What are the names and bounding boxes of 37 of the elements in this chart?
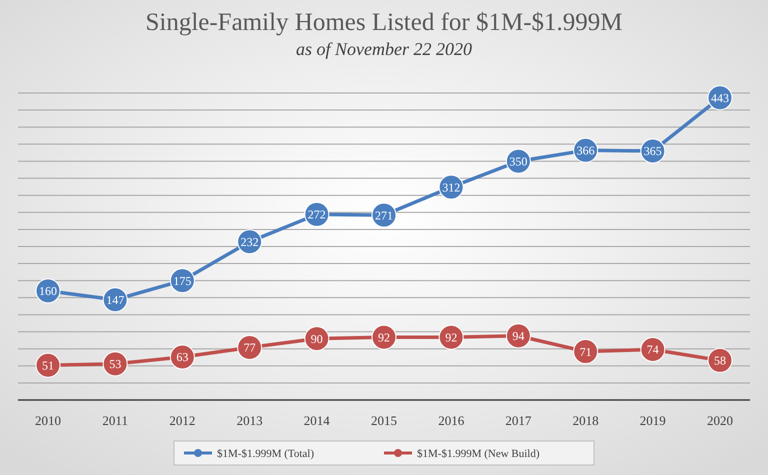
data-label: 272 xyxy=(308,208,326,222)
data-label: 350 xyxy=(509,154,528,168)
x-tick-label: 2014 xyxy=(304,413,330,428)
data-label: 74 xyxy=(646,342,659,357)
chart-subtitle: as of November 22 2020 xyxy=(296,39,472,59)
x-tick-label: 2017 xyxy=(505,413,532,428)
x-tick-label: 2012 xyxy=(169,413,196,428)
data-label: 443 xyxy=(711,90,729,105)
data-label: 365 xyxy=(644,144,662,158)
x-tick-label: 2016 xyxy=(438,413,465,428)
data-label: 94 xyxy=(512,329,524,344)
x-tick-label: 2011 xyxy=(102,413,128,428)
x-tick-label: 2018 xyxy=(572,413,599,428)
data-label: 366 xyxy=(576,144,595,158)
x-tick-label: 2013 xyxy=(236,413,263,428)
data-label: 232 xyxy=(240,234,259,249)
legend-label: $1M-$1.999M (Total) xyxy=(217,448,314,460)
x-tick-label: 2010 xyxy=(35,413,61,428)
data-label: 147 xyxy=(106,292,124,307)
data-label: 271 xyxy=(375,208,393,222)
data-label: 92 xyxy=(378,330,390,344)
data-label: 71 xyxy=(580,344,592,359)
legend-label: $1M-$1.999M (New Build) xyxy=(417,448,540,460)
data-label: 175 xyxy=(173,274,192,288)
data-label: 312 xyxy=(442,180,460,194)
data-label: 77 xyxy=(244,340,256,355)
x-tick-label: 2020 xyxy=(707,413,733,428)
data-label: 90 xyxy=(310,332,323,346)
x-tick-label: 2015 xyxy=(371,413,397,428)
data-label: 51 xyxy=(42,358,54,372)
data-label: 58 xyxy=(714,354,726,368)
chart-title: Single-Family Homes Listed for $1M-$1.999M xyxy=(145,9,623,36)
data-label: 92 xyxy=(445,330,458,344)
data-label: 63 xyxy=(176,350,188,364)
x-tick-label: 2019 xyxy=(640,413,666,428)
data-label: 53 xyxy=(109,357,122,372)
data-label: 160 xyxy=(39,284,57,298)
